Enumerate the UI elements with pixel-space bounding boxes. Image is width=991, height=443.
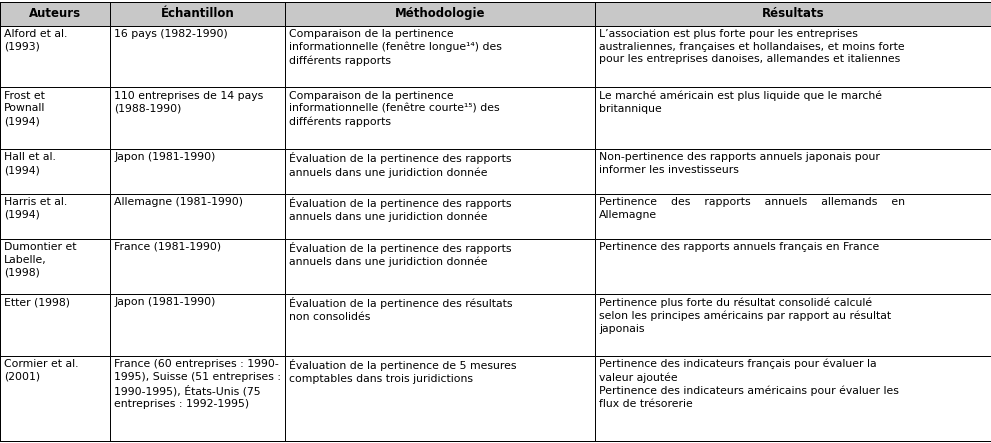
Text: Échantillon: Échantillon xyxy=(161,8,235,20)
Text: Comparaison de la pertinence
informationnelle (fenêtre longue¹⁴) des
différents : Comparaison de la pertinence information… xyxy=(289,29,501,66)
Bar xyxy=(0,194,110,238)
Bar xyxy=(285,2,595,26)
Text: Harris et al.
(1994): Harris et al. (1994) xyxy=(4,197,67,220)
Bar xyxy=(110,356,285,441)
Text: Japon (1981-1990): Japon (1981-1990) xyxy=(114,297,215,307)
Bar xyxy=(595,26,991,87)
Text: Évaluation de la pertinence des rapports
annuels dans une juridiction donnée: Évaluation de la pertinence des rapports… xyxy=(289,197,511,222)
Bar xyxy=(0,26,110,87)
Text: Méthodologie: Méthodologie xyxy=(394,8,486,20)
Bar xyxy=(110,26,285,87)
Text: Non-pertinence des rapports annuels japonais pour
informer les investisseurs: Non-pertinence des rapports annuels japo… xyxy=(599,152,880,175)
Text: Hall et al.
(1994): Hall et al. (1994) xyxy=(4,152,55,175)
Bar xyxy=(595,238,991,294)
Text: Résultats: Résultats xyxy=(762,8,825,20)
Text: Cormier et al.
(2001): Cormier et al. (2001) xyxy=(4,359,78,382)
Text: Comparaison de la pertinence
informationnelle (fenêtre courte¹⁵) des
différents : Comparaison de la pertinence information… xyxy=(289,90,499,127)
Bar xyxy=(110,294,285,356)
Bar xyxy=(110,238,285,294)
Text: Dumontier et
Labelle,
(1998): Dumontier et Labelle, (1998) xyxy=(4,242,76,277)
Text: Alford et al.
(1993): Alford et al. (1993) xyxy=(4,29,67,51)
Bar xyxy=(0,238,110,294)
Bar xyxy=(285,87,595,149)
Text: Pertinence des indicateurs français pour évaluer la
valeur ajoutée
Pertinence de: Pertinence des indicateurs français pour… xyxy=(599,359,899,409)
Bar xyxy=(110,2,285,26)
Bar xyxy=(285,294,595,356)
Text: Etter (1998): Etter (1998) xyxy=(4,297,70,307)
Text: 16 pays (1982-1990): 16 pays (1982-1990) xyxy=(114,29,228,39)
Text: Évaluation de la pertinence des rapports
annuels dans une juridiction donnée: Évaluation de la pertinence des rapports… xyxy=(289,152,511,178)
Bar xyxy=(285,26,595,87)
Text: Évaluation de la pertinence des résultats
non consolidés: Évaluation de la pertinence des résultat… xyxy=(289,297,512,322)
Bar xyxy=(110,87,285,149)
Bar xyxy=(285,356,595,441)
Bar xyxy=(0,294,110,356)
Bar xyxy=(595,356,991,441)
Text: Allemagne (1981-1990): Allemagne (1981-1990) xyxy=(114,197,243,207)
Text: Le marché américain est plus liquide que le marché
britannique: Le marché américain est plus liquide que… xyxy=(599,90,882,114)
Bar xyxy=(0,149,110,194)
Text: Évaluation de la pertinence de 5 mesures
comptables dans trois juridictions: Évaluation de la pertinence de 5 mesures… xyxy=(289,359,516,384)
Bar xyxy=(285,194,595,238)
Bar xyxy=(595,194,991,238)
Bar xyxy=(0,87,110,149)
Bar xyxy=(595,2,991,26)
Text: Évaluation de la pertinence des rapports
annuels dans une juridiction donnée: Évaluation de la pertinence des rapports… xyxy=(289,242,511,267)
Text: France (1981-1990): France (1981-1990) xyxy=(114,242,221,252)
Bar xyxy=(110,194,285,238)
Text: France (60 entreprises : 1990-
1995), Suisse (51 entreprises :
1990-1995), États: France (60 entreprises : 1990- 1995), Su… xyxy=(114,359,281,409)
Bar xyxy=(595,149,991,194)
Bar xyxy=(0,2,110,26)
Text: Frost et
Pownall
(1994): Frost et Pownall (1994) xyxy=(4,90,46,126)
Bar xyxy=(595,294,991,356)
Text: L’association est plus forte pour les entreprises
australiennes, françaises et h: L’association est plus forte pour les en… xyxy=(599,29,905,64)
Bar xyxy=(0,356,110,441)
Text: Pertinence des rapports annuels français en France: Pertinence des rapports annuels français… xyxy=(599,242,879,252)
Bar xyxy=(110,149,285,194)
Text: Pertinence    des    rapports    annuels    allemands    en
Allemagne: Pertinence des rapports annuels allemand… xyxy=(599,197,905,220)
Bar xyxy=(285,149,595,194)
Text: Japon (1981-1990): Japon (1981-1990) xyxy=(114,152,215,162)
Text: Auteurs: Auteurs xyxy=(29,8,81,20)
Text: 110 entreprises de 14 pays
(1988-1990): 110 entreprises de 14 pays (1988-1990) xyxy=(114,90,264,113)
Bar xyxy=(285,238,595,294)
Bar xyxy=(595,87,991,149)
Text: Pertinence plus forte du résultat consolidé calculé
selon les principes américai: Pertinence plus forte du résultat consol… xyxy=(599,297,891,334)
